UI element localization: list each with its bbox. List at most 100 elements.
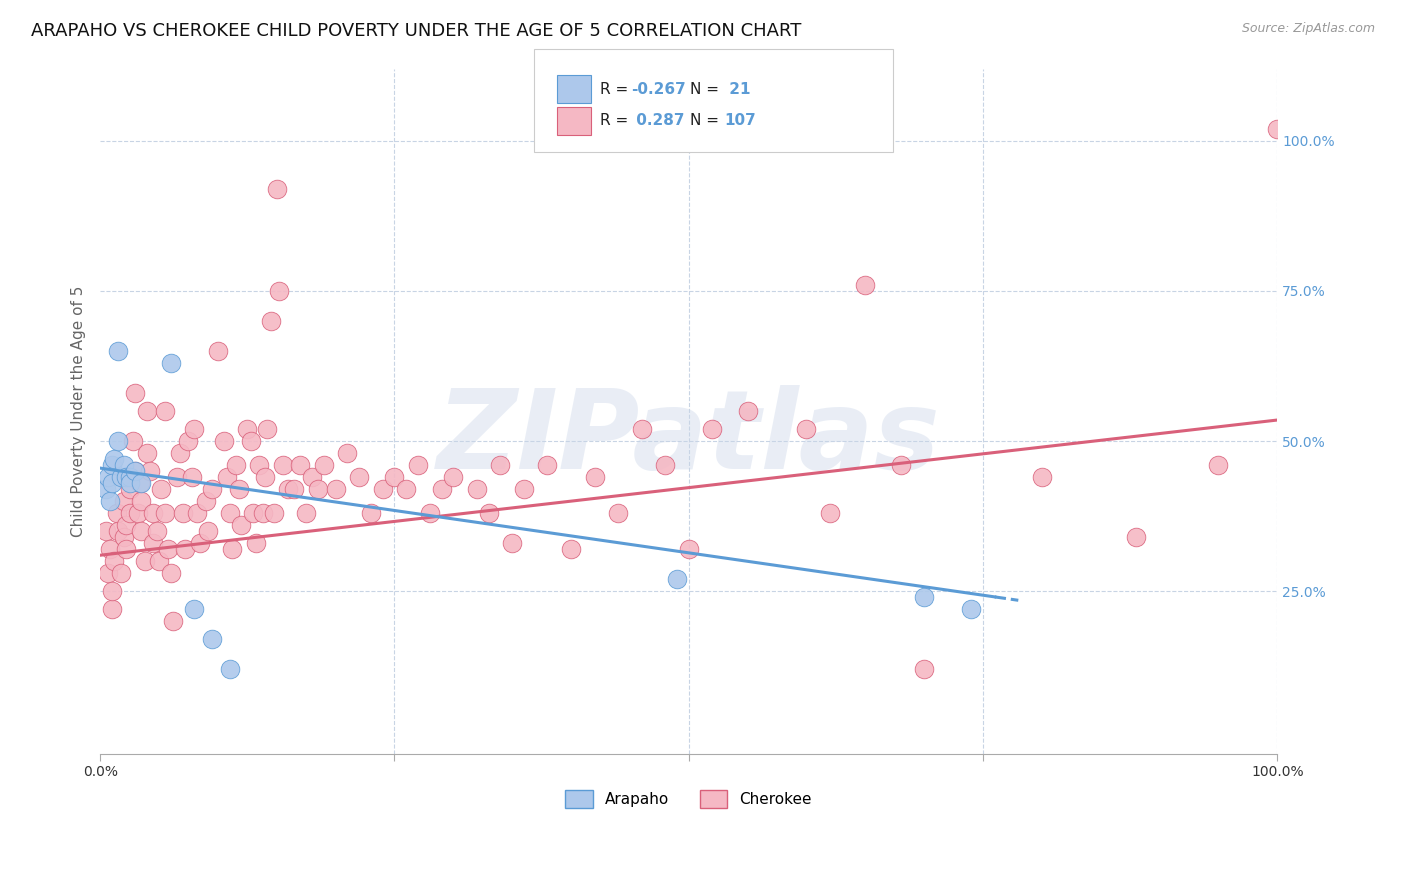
Point	[98, 542, 121, 557]
Point	[105, 506, 128, 520]
Point	[195, 494, 218, 508]
Point	[252, 506, 274, 520]
Point	[124, 464, 146, 478]
Point	[271, 458, 294, 472]
Point	[131, 494, 153, 508]
Point	[173, 542, 195, 557]
Point	[134, 554, 156, 568]
Point	[166, 470, 188, 484]
Point	[1208, 458, 1230, 472]
Point	[253, 470, 276, 484]
Point	[371, 482, 394, 496]
Point	[218, 506, 240, 520]
Point	[513, 482, 536, 496]
Point	[127, 506, 149, 520]
Point	[110, 470, 132, 484]
Point	[142, 506, 165, 520]
Point	[142, 536, 165, 550]
Point	[218, 662, 240, 676]
Point	[97, 470, 120, 484]
Point	[124, 464, 146, 478]
Point	[94, 482, 117, 496]
Point	[796, 422, 818, 436]
Text: ZIPatlas: ZIPatlas	[437, 385, 941, 491]
Point	[112, 530, 135, 544]
Point	[325, 482, 347, 496]
Point	[159, 566, 181, 581]
Point	[177, 434, 200, 448]
Point	[115, 470, 138, 484]
Point	[818, 506, 841, 520]
Point	[207, 343, 229, 358]
Point	[101, 584, 124, 599]
Point	[536, 458, 558, 472]
Point	[107, 434, 129, 448]
Point	[172, 506, 194, 520]
Point	[103, 554, 125, 568]
Point	[153, 506, 176, 520]
Text: R =: R =	[600, 113, 634, 128]
Text: Source: ZipAtlas.com: Source: ZipAtlas.com	[1241, 22, 1375, 36]
Point	[136, 446, 159, 460]
Point	[607, 506, 630, 520]
Point	[307, 482, 329, 496]
Point	[131, 476, 153, 491]
Point	[853, 277, 876, 292]
Point	[201, 632, 224, 647]
Text: R =: R =	[600, 81, 634, 96]
Point	[228, 482, 250, 496]
Point	[501, 536, 523, 550]
Text: -0.267: -0.267	[631, 81, 686, 96]
Point	[118, 482, 141, 496]
Point	[181, 470, 204, 484]
Point	[256, 422, 278, 436]
Point	[290, 458, 312, 472]
Point	[1265, 121, 1288, 136]
Point	[101, 476, 124, 491]
Point	[118, 506, 141, 520]
Point	[395, 482, 418, 496]
Point	[138, 464, 160, 478]
Point	[153, 404, 176, 418]
Point	[118, 476, 141, 491]
Point	[430, 482, 453, 496]
Point	[157, 542, 180, 557]
Point	[115, 542, 138, 557]
Point	[247, 458, 270, 472]
Point	[183, 422, 205, 436]
Point	[277, 482, 299, 496]
Y-axis label: Child Poverty Under the Age of 5: Child Poverty Under the Age of 5	[72, 285, 86, 537]
Point	[145, 524, 167, 539]
Point	[384, 470, 406, 484]
Point	[478, 506, 501, 520]
Point	[98, 494, 121, 508]
Point	[560, 542, 582, 557]
Point	[107, 524, 129, 539]
Point	[122, 434, 145, 448]
Point	[112, 458, 135, 472]
Point	[112, 494, 135, 508]
Point	[239, 434, 262, 448]
Point	[162, 615, 184, 629]
Point	[489, 458, 512, 472]
Point	[107, 343, 129, 358]
Point	[465, 482, 488, 496]
Point	[103, 452, 125, 467]
Point	[197, 524, 219, 539]
Text: 107: 107	[724, 113, 756, 128]
Point	[245, 536, 267, 550]
Point	[150, 482, 173, 496]
Point	[94, 524, 117, 539]
Point	[188, 536, 211, 550]
Point	[295, 506, 318, 520]
Point	[221, 542, 243, 557]
Legend: Arapaho, Cherokee: Arapaho, Cherokee	[560, 783, 818, 814]
Point	[118, 470, 141, 484]
Point	[260, 314, 283, 328]
Point	[1031, 470, 1053, 484]
Point	[960, 602, 983, 616]
Point	[347, 470, 370, 484]
Point	[236, 422, 259, 436]
Point	[136, 404, 159, 418]
Point	[97, 566, 120, 581]
